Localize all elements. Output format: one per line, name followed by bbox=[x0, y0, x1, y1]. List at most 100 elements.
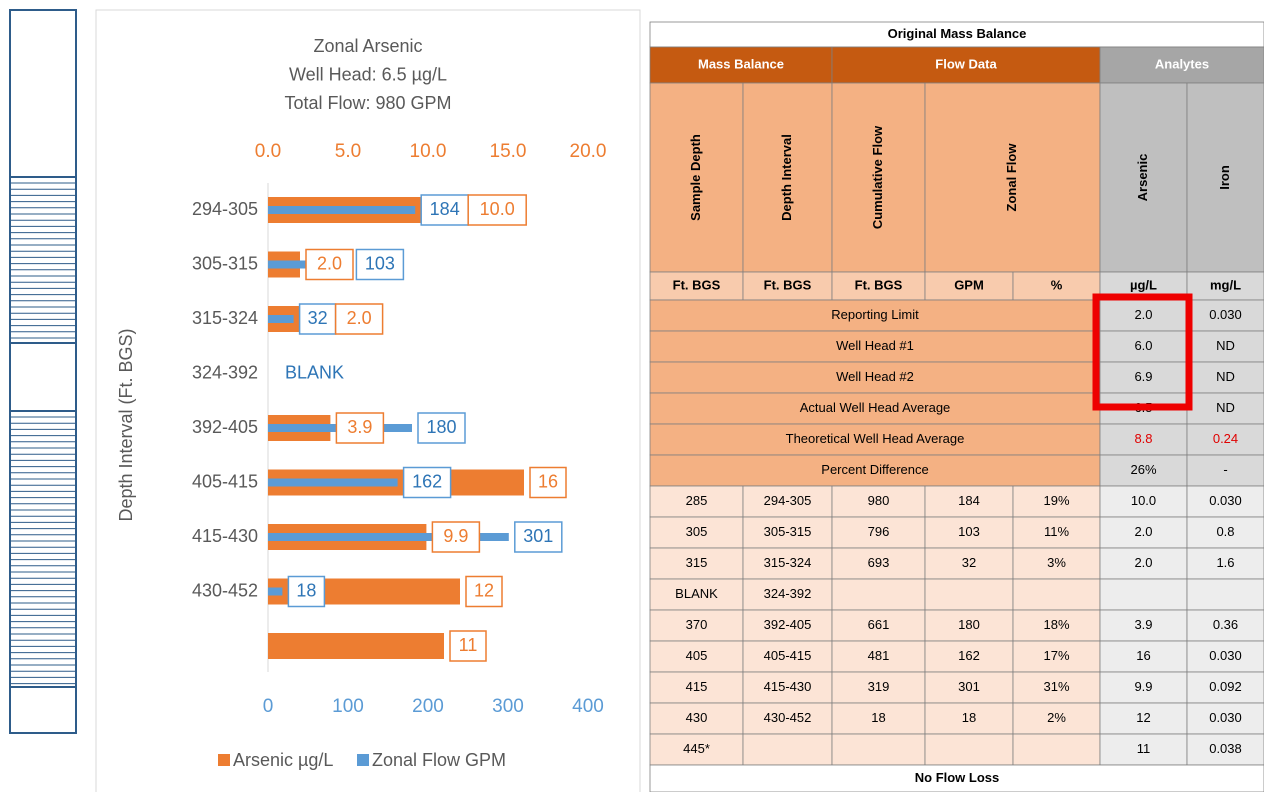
screen-section bbox=[9, 410, 77, 688]
cell-text: 3.9 bbox=[1134, 617, 1152, 632]
cell-text: Analytes bbox=[1155, 56, 1209, 71]
data-label: 184 bbox=[430, 199, 460, 219]
table-cell bbox=[649, 423, 1101, 456]
label-box bbox=[417, 412, 466, 444]
table-cell bbox=[649, 361, 1101, 394]
table-cell bbox=[1186, 671, 1264, 704]
bar bbox=[268, 315, 294, 323]
cell-text: 10.0 bbox=[1131, 493, 1156, 508]
cell-text: 481 bbox=[868, 648, 890, 663]
table-cell bbox=[1012, 733, 1101, 766]
cell-text: 796 bbox=[868, 524, 890, 539]
label-box bbox=[449, 630, 487, 662]
cell-text: 0.092 bbox=[1209, 679, 1242, 694]
cell-text: 430-452 bbox=[764, 710, 812, 725]
bar bbox=[268, 633, 444, 659]
legend-swatch bbox=[218, 754, 230, 766]
data-label: 103 bbox=[365, 253, 395, 273]
table-cell bbox=[1099, 578, 1188, 611]
cell-text: 405-415 bbox=[764, 648, 812, 663]
table-cell bbox=[1012, 578, 1101, 611]
cell-text: µg/L bbox=[1130, 277, 1157, 292]
table-cell bbox=[742, 82, 833, 273]
chart-title: Well Head: 6.5 µg/L bbox=[289, 64, 447, 84]
cell-text: Mass Balance bbox=[698, 56, 784, 71]
table-cell bbox=[649, 671, 744, 704]
well-screens bbox=[9, 176, 77, 688]
table-cell bbox=[831, 640, 926, 673]
cell-text: Ft. BGS bbox=[764, 277, 812, 292]
table-cell bbox=[1099, 516, 1188, 549]
cell-text: 294-305 bbox=[764, 493, 812, 508]
table-cell bbox=[649, 516, 744, 549]
screen-section bbox=[9, 176, 77, 344]
cell-text: Flow Data bbox=[935, 56, 997, 71]
cell-text: 0.8 bbox=[1216, 524, 1234, 539]
label-box bbox=[355, 248, 405, 281]
cell-text: 11% bbox=[1044, 524, 1069, 539]
cell-text: 405 bbox=[686, 648, 708, 663]
bottom-tick-label: 200 bbox=[412, 696, 444, 717]
table-cell bbox=[1186, 299, 1264, 332]
cell-text: 2.0 bbox=[1134, 307, 1152, 322]
cell-text: 661 bbox=[868, 617, 890, 632]
cell-text: 11 bbox=[1137, 741, 1151, 756]
cell-text: 12 bbox=[1136, 710, 1150, 725]
y-axis-label: Depth Interval (Ft. BGS) bbox=[116, 328, 136, 521]
cell-text: ND bbox=[1216, 369, 1235, 384]
table-cell bbox=[1186, 485, 1264, 518]
table-cell bbox=[924, 733, 1014, 766]
data-label: 32 bbox=[308, 308, 328, 328]
table-cell bbox=[742, 609, 833, 642]
cell-text: 19% bbox=[1043, 493, 1069, 508]
label-box bbox=[334, 303, 384, 335]
table-cell bbox=[742, 578, 833, 611]
table-cell bbox=[924, 271, 1014, 301]
cell-text: Iron bbox=[1217, 165, 1232, 190]
table-cell bbox=[831, 547, 926, 580]
cell-text: 285 bbox=[686, 493, 708, 508]
cell-text: - bbox=[1223, 462, 1227, 477]
data-label: 16 bbox=[538, 471, 558, 491]
table-cell bbox=[649, 609, 744, 642]
cell-text: GPM bbox=[954, 277, 984, 292]
table-cell bbox=[1099, 609, 1188, 642]
table-cell bbox=[742, 702, 833, 735]
table-cell bbox=[1186, 82, 1264, 273]
category-label: 415-430 bbox=[192, 526, 258, 546]
cell-text: 0.36 bbox=[1213, 617, 1238, 632]
cell-text: 1.6 bbox=[1216, 555, 1234, 570]
bottom-tick-label: 100 bbox=[332, 696, 364, 717]
bar bbox=[268, 587, 283, 596]
table: Original Mass Balance Mass Balance Flow Da… bbox=[649, 21, 1264, 792]
cell-text: 18% bbox=[1043, 617, 1069, 632]
table-cell bbox=[649, 454, 1101, 487]
cell-text: ND bbox=[1216, 400, 1235, 415]
cell-text: 0.030 bbox=[1209, 710, 1242, 725]
table-cell bbox=[831, 702, 926, 735]
top-tick-label: 5.0 bbox=[335, 141, 361, 162]
cell-text: 31% bbox=[1043, 679, 1069, 694]
table-cell bbox=[924, 82, 1101, 273]
table-cell bbox=[1099, 46, 1264, 84]
cell-text: 3% bbox=[1047, 555, 1066, 570]
cell-text: 445* bbox=[683, 741, 710, 756]
cell-text: Sample Depth bbox=[688, 134, 703, 221]
top-tick-label: 0.0 bbox=[255, 141, 281, 162]
cell-text: 415-430 bbox=[764, 679, 812, 694]
cell-text: 180 bbox=[958, 617, 980, 632]
cell-text: Percent Difference bbox=[821, 462, 928, 477]
highlight-box bbox=[1092, 293, 1193, 411]
table-cell bbox=[1099, 702, 1188, 735]
cell-text: 0.030 bbox=[1209, 307, 1242, 322]
cell-text: Arsenic bbox=[1135, 154, 1150, 202]
label-box bbox=[402, 466, 452, 499]
table-cell bbox=[649, 733, 744, 766]
data-label: 2.0 bbox=[317, 253, 342, 273]
category-label: 294-305 bbox=[192, 199, 258, 219]
table-cell bbox=[924, 702, 1014, 735]
category-label: 324-392 bbox=[192, 362, 258, 382]
cell-text: 392-405 bbox=[764, 617, 812, 632]
cell-text: 162 bbox=[958, 648, 980, 663]
